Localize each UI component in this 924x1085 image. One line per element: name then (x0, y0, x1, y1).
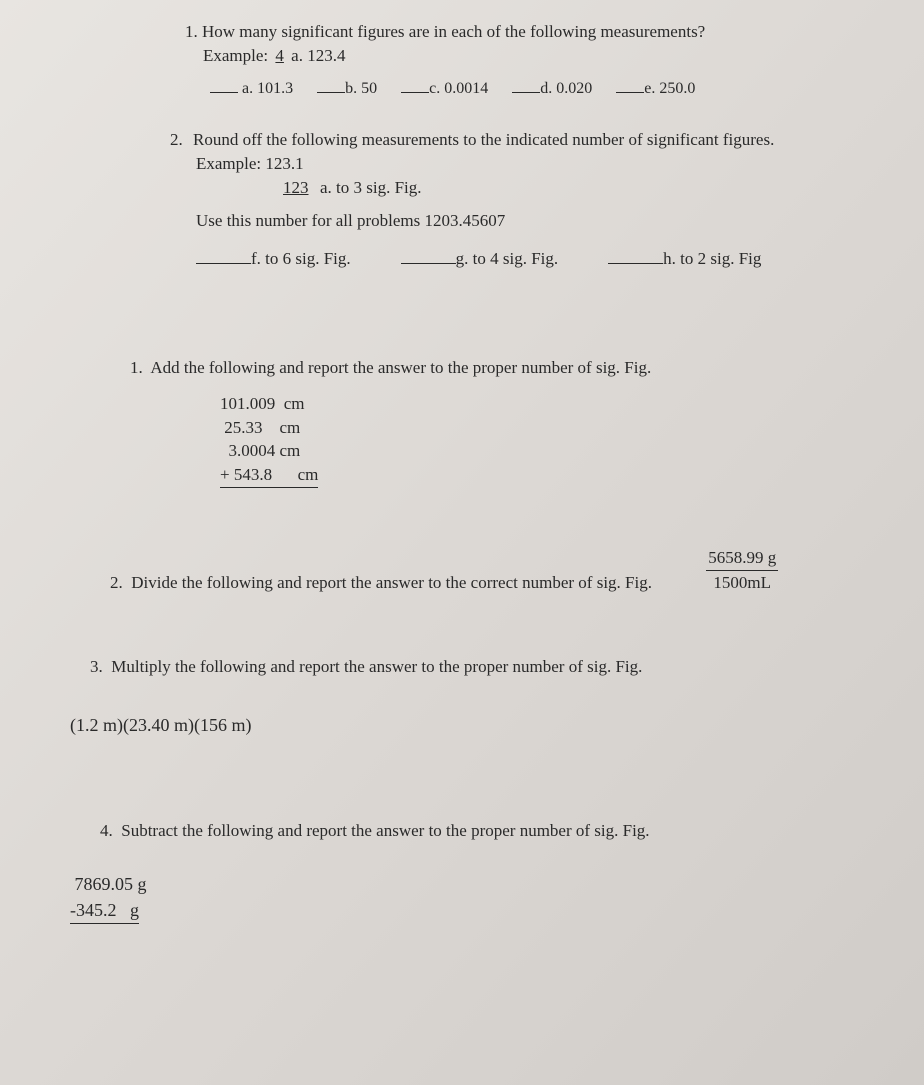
q1-item-c: c. 0.0014 (401, 78, 488, 100)
q2-example-answer: 123 (280, 178, 312, 197)
sec4-number: 4. (100, 821, 113, 840)
q1-example-value: 4 (272, 46, 287, 65)
q2-fgh-row: f. to 6 sig. Fig. g. to 4 sig. Fig. h. t… (196, 247, 844, 271)
q1-number: 1. (185, 22, 198, 41)
q1-item-e: e. 250.0 (616, 78, 695, 100)
sec3-number: 3. (90, 657, 103, 676)
sec2-number: 2. (110, 573, 123, 592)
q2-line1: 2. Round off the following measurements … (170, 128, 844, 152)
sub-row-2: -345.2 g (70, 898, 844, 924)
q1-example-label: Example: (203, 46, 268, 65)
q1-prompt: How many significant figures are in each… (202, 22, 705, 41)
sec2-prompt: Divide the following and report the answ… (131, 573, 652, 592)
q2-item-f: f. to 6 sig. Fig. (196, 247, 351, 271)
sec4-prompt: Subtract the following and report the an… (121, 821, 649, 840)
q1-item-d: d. 0.020 (512, 78, 592, 100)
section-1-add: 1. Add the following and report the answ… (130, 356, 844, 488)
fraction-top: 5658.99 g (706, 546, 778, 571)
q1-item-b: b. 50 (317, 78, 377, 100)
q1-items-row: a. 101.3 b. 50 c. 0.0014 d. 0.020 e. 250… (210, 78, 844, 100)
sec3-prompt: Multiply the following and report the an… (111, 657, 642, 676)
multiply-expression: (1.2 m)(23.40 m)(156 m) (70, 713, 844, 738)
q2-prompt: Round off the following measurements to … (193, 130, 774, 149)
fraction: 5658.99 g 1500mL (706, 546, 778, 595)
section-2-divide: 2. Divide the following and report the a… (110, 516, 844, 595)
add-row-1: 101.009 cm (220, 392, 844, 416)
fraction-bottom: 1500mL (706, 571, 778, 595)
q2-number: 2. (170, 130, 183, 149)
sub-row-1: 7869.05 g (70, 872, 844, 897)
section-3-multiply: 3. Multiply the following and report the… (90, 655, 844, 739)
q2-example-item: a. to 3 sig. Fig. (320, 178, 422, 197)
q2-use-line: Use this number for all problems 1203.45… (196, 209, 844, 233)
q2-item-h: h. to 2 sig. Fig (608, 247, 761, 271)
sec1-number: 1. (130, 358, 143, 377)
question-1: 1. How many significant figures are in e… (185, 20, 844, 68)
q1-example-item: a. 123.4 (291, 46, 345, 65)
q2-item-g: g. to 4 sig. Fig. (401, 247, 559, 271)
section-4-subtract: 4. Subtract the following and report the… (100, 819, 844, 924)
sec1-prompt: Add the following and report the answer … (150, 358, 651, 377)
question-2: 2. Round off the following measurements … (170, 128, 844, 271)
q2-example-label: Example: 123.1 (196, 152, 844, 176)
add-row-2: 25.33 cm (220, 416, 844, 440)
add-row-3: 3.0004 cm (220, 439, 844, 463)
addition-block: 101.009 cm 25.33 cm 3.0004 cm + 543.8 cm (220, 392, 844, 488)
add-row-4: + 543.8 cm (220, 463, 844, 488)
subtraction-block: 7869.05 g -345.2 g (70, 872, 844, 923)
q2-example-row: 123 a. to 3 sig. Fig. (280, 176, 844, 200)
q1-item-a: a. 101.3 (210, 78, 293, 100)
worksheet-page: 1. How many significant figures are in e… (0, 0, 924, 1085)
